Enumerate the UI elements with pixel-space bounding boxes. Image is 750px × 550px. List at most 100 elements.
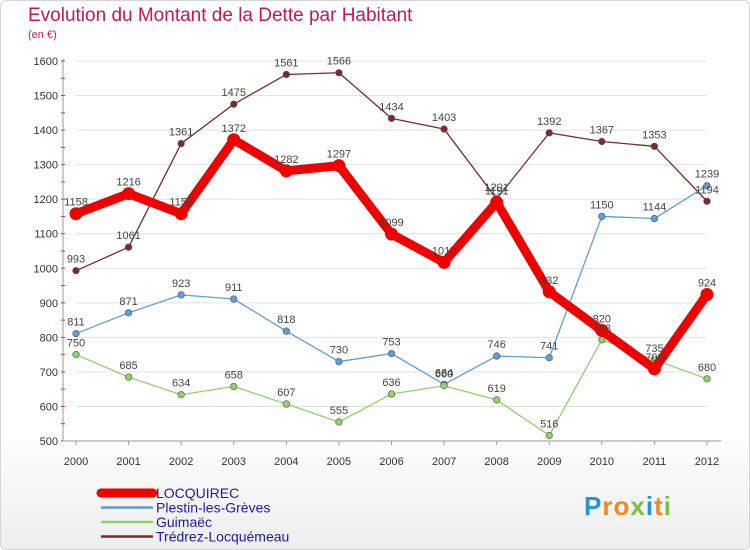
data-point xyxy=(493,396,501,404)
data-label: 911 xyxy=(225,282,243,294)
data-point xyxy=(650,142,659,150)
data-point xyxy=(595,323,609,337)
legend-label: Trédrez-Locquémeau xyxy=(156,529,289,545)
data-point xyxy=(440,125,448,133)
logo-letter: r xyxy=(602,491,614,521)
data-label: 932 xyxy=(540,275,558,287)
data-point xyxy=(703,375,711,383)
data-label: 750 xyxy=(67,338,85,350)
data-point xyxy=(332,159,346,173)
legend-label: Plestin-les-Grèves xyxy=(156,500,270,516)
data-label: 1201 xyxy=(484,182,508,194)
data-point xyxy=(177,139,185,148)
data-point xyxy=(650,214,659,223)
data-point xyxy=(230,382,238,391)
data-point xyxy=(282,400,290,408)
x-tick-label: 2001 xyxy=(116,456,140,468)
data-point xyxy=(69,207,83,221)
data-label: 818 xyxy=(277,314,295,326)
data-label: 820 xyxy=(593,313,611,325)
logo-letter: P xyxy=(584,491,603,521)
y-tick-label: 1100 xyxy=(34,229,58,241)
data-label: 664 xyxy=(435,367,453,379)
series-tr-drez-locqu-meau xyxy=(72,69,711,275)
data-label: 660 xyxy=(435,369,453,381)
data-label: 619 xyxy=(487,383,505,395)
data-point xyxy=(174,207,188,221)
series-locquirec xyxy=(69,133,714,376)
data-point xyxy=(72,267,80,275)
data-point xyxy=(177,291,185,299)
data-label: 1372 xyxy=(222,123,246,135)
x-tick-label: 2003 xyxy=(222,456,246,468)
data-point xyxy=(440,382,448,390)
data-label: 753 xyxy=(382,337,400,349)
data-label: 1158 xyxy=(169,197,193,209)
data-point xyxy=(647,362,661,376)
data-label: 1191 xyxy=(485,185,509,197)
data-point xyxy=(335,69,343,77)
data-label: 1017 xyxy=(432,245,456,257)
y-tick-label: 1400 xyxy=(34,125,58,137)
data-label: 924 xyxy=(698,278,716,290)
data-point xyxy=(385,227,398,241)
data-point xyxy=(542,285,556,299)
data-point xyxy=(703,182,711,190)
data-label: 746 xyxy=(487,339,505,351)
data-point xyxy=(545,354,553,362)
chart-title: Evolution du Montant de la Dette par Hab… xyxy=(28,5,413,26)
y-tick-label: 1600 xyxy=(34,56,58,68)
data-label: 634 xyxy=(172,378,190,390)
x-tick-label: 2010 xyxy=(590,456,614,468)
x-tick-label: 2011 xyxy=(643,456,667,468)
gridlines: 500 600 700 800 900 1000 1100 1200 1300 1400 1500 1… xyxy=(34,56,707,448)
logo-letter: x xyxy=(630,491,646,521)
data-label: 1158 xyxy=(64,197,88,209)
data-label: 1144 xyxy=(643,202,667,214)
data-point xyxy=(177,391,185,399)
logo-letter: i xyxy=(645,491,655,521)
data-point xyxy=(124,309,133,317)
logo-letter: i xyxy=(663,491,672,521)
data-labels: 1158 1216 1158 1372 1282 1297 1099 1017 1191 932 8… xyxy=(64,56,719,431)
data-label: 923 xyxy=(172,278,190,290)
data-label: 730 xyxy=(330,345,348,357)
data-label: 1150 xyxy=(590,199,614,211)
legend: LOCQUIRECPlestin-les-GrèvesGuimaëcTrédre… xyxy=(96,485,289,545)
x-tick-label: 2000 xyxy=(64,456,88,468)
data-point xyxy=(437,255,451,269)
x-tick-label: 2012 xyxy=(695,456,719,468)
data-point xyxy=(387,114,396,122)
data-label: 1475 xyxy=(222,87,246,99)
data-point xyxy=(545,129,553,137)
data-point xyxy=(72,351,80,359)
data-label: 1566 xyxy=(327,56,351,68)
logo-letter: t xyxy=(654,491,664,521)
y-tick-label: 1000 xyxy=(34,263,58,275)
data-point xyxy=(279,164,293,178)
data-point xyxy=(282,70,290,79)
x-tick-label: 2002 xyxy=(169,456,193,468)
data-point xyxy=(282,327,290,335)
data-point xyxy=(700,288,714,302)
y-tick-label: 1500 xyxy=(34,91,58,103)
y-tick-label: 1300 xyxy=(34,160,58,172)
data-point xyxy=(72,329,80,338)
data-point xyxy=(387,350,396,358)
y-tick-label: 900 xyxy=(40,298,58,310)
data-label: 741 xyxy=(540,341,558,353)
data-label: 680 xyxy=(698,362,716,374)
data-point xyxy=(124,373,133,381)
y-tick-label: 500 xyxy=(40,436,58,448)
data-label: 1353 xyxy=(642,129,666,141)
data-label: 1361 xyxy=(169,127,193,139)
data-point xyxy=(230,100,238,108)
series-line xyxy=(71,135,712,374)
data-label: 1367 xyxy=(590,124,614,136)
legend-label: Guimaëc xyxy=(156,514,212,530)
data-point xyxy=(335,357,343,366)
data-label: 793 xyxy=(593,323,611,335)
chart-subtitle: (en €) xyxy=(28,29,57,41)
data-point xyxy=(335,418,343,426)
data-point xyxy=(493,352,501,360)
